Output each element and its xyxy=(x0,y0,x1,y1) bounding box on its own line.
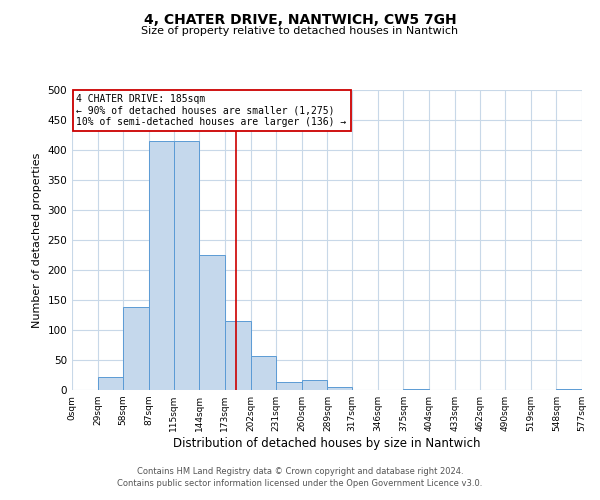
Text: Size of property relative to detached houses in Nantwich: Size of property relative to detached ho… xyxy=(142,26,458,36)
Text: 4 CHATER DRIVE: 185sqm
← 90% of detached houses are smaller (1,275)
10% of semi-: 4 CHATER DRIVE: 185sqm ← 90% of detached… xyxy=(76,94,347,128)
Text: 4, CHATER DRIVE, NANTWICH, CW5 7GH: 4, CHATER DRIVE, NANTWICH, CW5 7GH xyxy=(143,12,457,26)
Bar xyxy=(123,307,149,390)
Bar xyxy=(302,380,328,390)
Bar xyxy=(276,382,302,390)
Bar xyxy=(328,387,352,390)
Bar xyxy=(199,255,225,390)
Bar xyxy=(98,377,123,390)
Y-axis label: Number of detached properties: Number of detached properties xyxy=(32,152,42,328)
Bar xyxy=(225,321,251,390)
Bar xyxy=(251,356,276,390)
Bar xyxy=(173,141,199,390)
Text: Contains public sector information licensed under the Open Government Licence v3: Contains public sector information licen… xyxy=(118,478,482,488)
Bar xyxy=(149,141,173,390)
X-axis label: Distribution of detached houses by size in Nantwich: Distribution of detached houses by size … xyxy=(173,437,481,450)
Text: Contains HM Land Registry data © Crown copyright and database right 2024.: Contains HM Land Registry data © Crown c… xyxy=(137,467,463,476)
